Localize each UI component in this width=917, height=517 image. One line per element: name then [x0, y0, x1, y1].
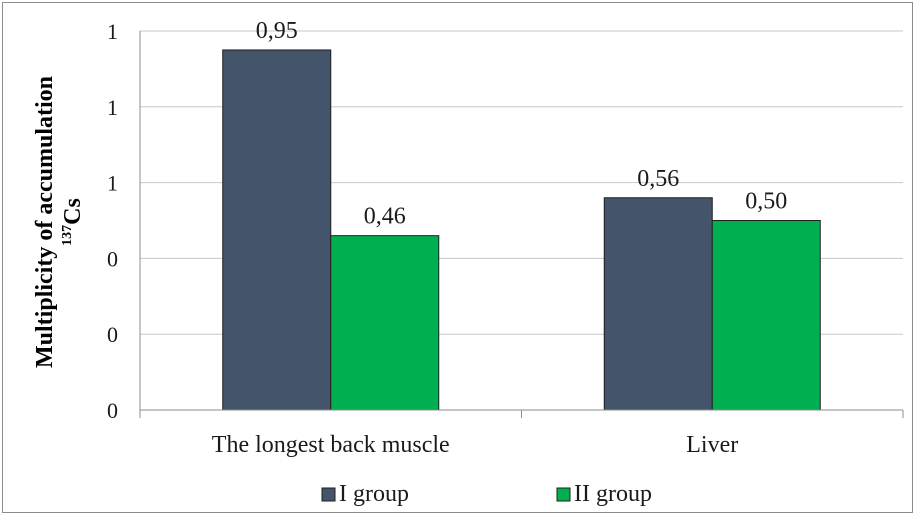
bar — [222, 49, 332, 411]
x-category-label: The longest back muscle — [212, 432, 450, 458]
y-tick-label: 0 — [107, 246, 118, 271]
y-tick-label: 1 — [107, 95, 118, 120]
data-label: 0,56 — [637, 166, 679, 192]
bar — [330, 235, 440, 411]
y-tick-label: 0 — [107, 322, 118, 347]
legend-swatch — [321, 487, 336, 502]
y-axis-label: Multiplicity of accumulation — [32, 76, 58, 368]
bars — [222, 49, 821, 411]
y-axis-label-unit: Cs — [60, 198, 86, 225]
y-axis-label-superscript: 137 — [60, 225, 75, 246]
y-tick-label: 1 — [107, 19, 118, 44]
x-category-label: Liver — [686, 432, 738, 458]
legend-label: I group — [339, 481, 409, 507]
data-labels: 0,95 0,46 0,56 0,50 — [256, 18, 788, 230]
axes: 0 0 0 1 1 1 The longest back muscle Liver — [107, 19, 904, 458]
y-tick-label: 1 — [107, 171, 118, 196]
data-label: 0,50 — [745, 189, 787, 215]
y-tick-label: 0 — [107, 398, 118, 423]
y-axis-label-line2: 137Cs — [60, 198, 86, 246]
bar — [603, 197, 713, 411]
legend: I group II group — [321, 481, 652, 507]
bar — [711, 220, 821, 411]
data-label: 0,95 — [256, 18, 298, 44]
legend-swatch — [556, 487, 571, 502]
data-label: 0,46 — [364, 204, 406, 230]
legend-label: II group — [574, 481, 652, 507]
